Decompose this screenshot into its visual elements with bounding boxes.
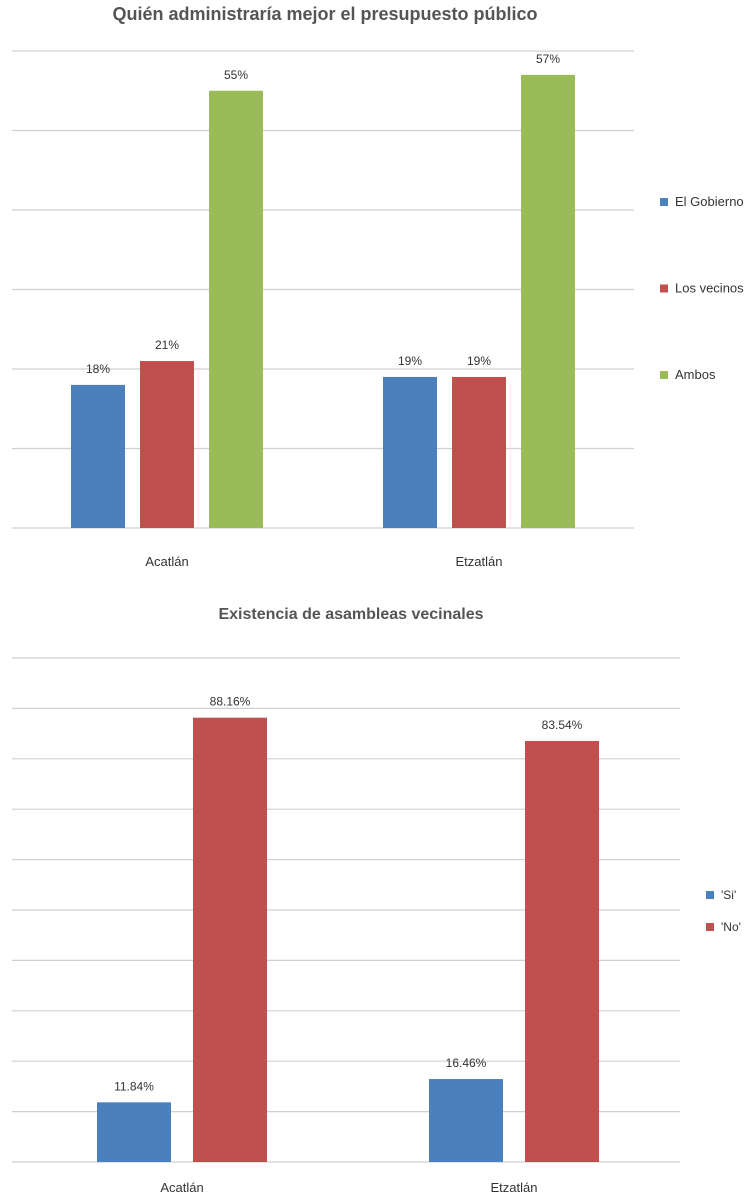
- data-label: 55%: [224, 68, 248, 82]
- data-label: 83.54%: [542, 718, 583, 732]
- legend: 'Si' 'No': [706, 888, 741, 934]
- legend-swatch: [706, 891, 714, 899]
- bar-ambos-1: [521, 74, 575, 528]
- data-label: 19%: [467, 354, 491, 368]
- bar-ambos-0: [209, 90, 263, 528]
- bar-no-0: [193, 717, 267, 1162]
- bar-losvecinos-0: [140, 361, 194, 528]
- legend-swatch: [660, 198, 668, 206]
- data-label: 57%: [536, 52, 560, 66]
- x-tick-labels: Acatlán Etzatlán: [160, 1180, 537, 1195]
- bars: 11.84% 88.16% 16.46% 83.54%: [97, 695, 599, 1162]
- legend-label: Ambos: [675, 367, 716, 382]
- bar-si-1: [429, 1079, 503, 1162]
- data-label: 11.84%: [114, 1079, 154, 1093]
- legend-swatch: [660, 284, 668, 293]
- x-tick-label: Acatlán: [145, 554, 188, 569]
- x-tick-label: Etzatlán: [456, 554, 503, 569]
- chart-neighborhood-assemblies: Existencia de asambleas vecinales 11.84%…: [12, 606, 741, 1195]
- legend-swatch: [660, 371, 668, 379]
- legend: El Gobierno Los vecinos Ambos: [660, 194, 744, 382]
- legend-swatch: [706, 923, 714, 931]
- bars: 18% 21% 55% 19% 19% 57%: [71, 52, 575, 528]
- data-label: 88.16%: [210, 695, 251, 709]
- chart-title: Existencia de asambleas vecinales: [218, 606, 483, 623]
- data-label: 19%: [398, 354, 422, 368]
- data-label: 16.46%: [446, 1056, 487, 1070]
- chart-budget-admin: Quién administraría mejor el presupuesto…: [12, 4, 744, 569]
- bar-elgobierno-0: [71, 384, 125, 528]
- bar-no-1: [525, 740, 599, 1162]
- x-tick-labels: Acatlán Etzatlán: [145, 554, 502, 569]
- legend-label: 'Si': [721, 888, 736, 902]
- data-label: 18%: [86, 362, 110, 376]
- bar-elgobierno-1: [383, 376, 437, 528]
- chart-title: Quién administraría mejor el presupuesto…: [112, 4, 537, 24]
- legend-label: Los vecinos: [675, 281, 744, 296]
- data-label: 21%: [155, 338, 179, 352]
- bar-losvecinos-1: [452, 376, 506, 528]
- x-tick-label: Acatlán: [160, 1180, 203, 1195]
- legend-label: 'No': [721, 920, 741, 934]
- bar-si-0: [97, 1102, 171, 1162]
- legend-label: El Gobierno: [675, 194, 744, 209]
- x-tick-label: Etzatlán: [491, 1180, 538, 1195]
